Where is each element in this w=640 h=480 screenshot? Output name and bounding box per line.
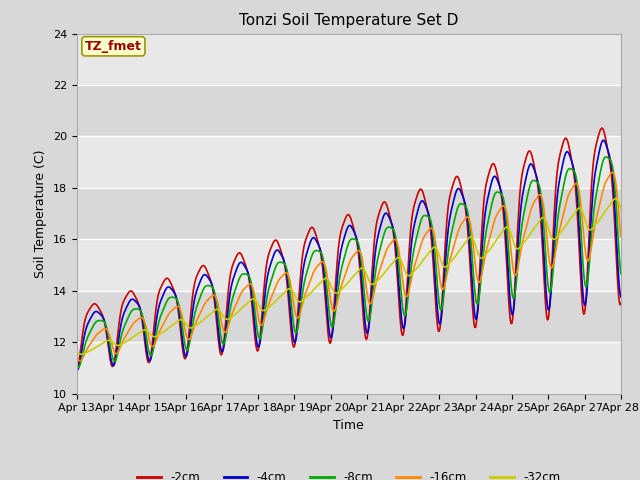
-4cm (600, 137, 607, 143)
-16cm (609, 169, 616, 175)
Bar (77, 291, 621, 342)
-2cm (617, 300, 625, 306)
Text: TZ_fmet: TZ_fmet (85, 40, 142, 53)
-2cm (73, 367, 81, 373)
-2cm (431, 285, 438, 290)
-8cm (84, 335, 92, 341)
Bar (77, 85, 621, 136)
-2cm (139, 321, 147, 327)
-32cm (617, 206, 625, 212)
-16cm (431, 239, 439, 245)
-8cm (223, 324, 231, 330)
-32cm (416, 262, 424, 268)
-4cm (194, 285, 202, 290)
Legend: -2cm, -4cm, -8cm, -16cm, -32cm: -2cm, -4cm, -8cm, -16cm, -32cm (132, 466, 565, 480)
-4cm (139, 317, 147, 323)
-32cm (77, 351, 85, 357)
-8cm (140, 316, 147, 322)
-2cm (223, 308, 230, 313)
-32cm (84, 349, 92, 355)
-4cm (617, 294, 625, 300)
-16cm (416, 247, 424, 252)
-4cm (73, 367, 81, 373)
-32cm (73, 349, 81, 355)
Line: -2cm: -2cm (77, 128, 621, 370)
-32cm (431, 245, 439, 251)
-32cm (195, 321, 202, 326)
Title: Tonzi Soil Temperature Set D: Tonzi Soil Temperature Set D (239, 13, 458, 28)
-32cm (612, 195, 620, 201)
-16cm (195, 314, 202, 320)
-2cm (598, 125, 605, 131)
-4cm (431, 267, 438, 273)
-8cm (617, 271, 625, 276)
-4cm (223, 321, 230, 327)
Line: -4cm: -4cm (77, 140, 621, 370)
-16cm (223, 326, 231, 332)
-32cm (140, 327, 147, 333)
-2cm (83, 312, 90, 318)
-16cm (84, 346, 92, 351)
Bar (77, 188, 621, 240)
Line: -32cm: -32cm (77, 198, 621, 354)
-4cm (83, 324, 90, 330)
-8cm (74, 364, 82, 370)
Line: -8cm: -8cm (77, 157, 621, 367)
-2cm (194, 271, 202, 276)
-16cm (140, 316, 147, 322)
-2cm (415, 189, 422, 194)
Y-axis label: Soil Temperature (C): Soil Temperature (C) (35, 149, 47, 278)
-16cm (73, 353, 81, 359)
X-axis label: Time: Time (333, 419, 364, 432)
-8cm (73, 362, 81, 368)
-8cm (416, 223, 424, 228)
-8cm (602, 154, 609, 160)
-16cm (76, 358, 84, 364)
-4cm (415, 204, 422, 210)
-8cm (195, 299, 202, 304)
Line: -16cm: -16cm (77, 172, 621, 361)
-16cm (617, 233, 625, 239)
-32cm (223, 316, 231, 322)
-8cm (431, 257, 439, 263)
